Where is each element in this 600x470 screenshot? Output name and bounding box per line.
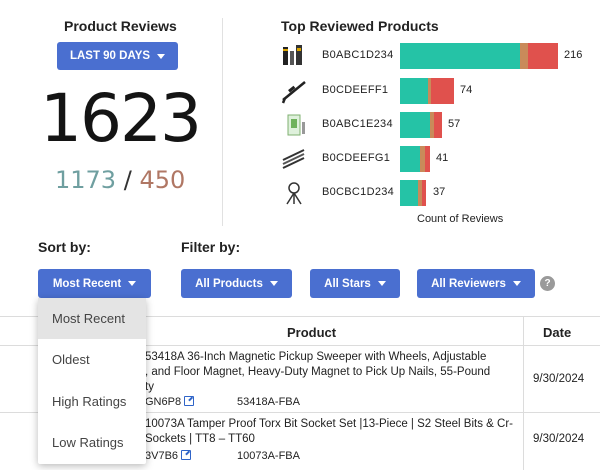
review-split: 1173 / 450 (55, 166, 185, 194)
bar-segment-positive (400, 146, 420, 172)
product-code[interactable]: 3V7B6 (145, 450, 192, 462)
bar-value: 41 (436, 152, 449, 164)
product-sku: 53418A-FBA (237, 396, 300, 408)
review-date: 9/30/2024 (533, 373, 585, 385)
date-range-label: LAST 90 DAYS (69, 50, 151, 62)
bar-2 (400, 112, 442, 138)
bar-segment-neutral (428, 78, 431, 104)
bar-3 (400, 146, 430, 172)
bar-segment-positive (400, 180, 418, 206)
chevron-down-icon (128, 281, 137, 286)
product-filter-dropdown[interactable]: All Products (181, 269, 292, 298)
bar-value: 57 (448, 118, 461, 130)
bar-value: 74 (460, 84, 473, 96)
bar-1 (400, 78, 454, 104)
product-description: 10073A Tamper Proof Torx Bit Socket Set … (145, 417, 515, 447)
top-products-title: Top Reviewed Products (281, 18, 439, 34)
date-range-dropdown[interactable]: LAST 90 DAYS (57, 42, 178, 70)
product-column-header[interactable]: Product (287, 325, 337, 340)
bar-value: 216 (564, 49, 583, 61)
sort-option-low-ratings[interactable]: Low Ratings (52, 435, 124, 450)
tripod-lamp-icon[interactable] (280, 180, 308, 206)
bar-segment-negative (431, 78, 454, 104)
panel-divider (222, 18, 223, 226)
product-code-text: GN6P8 (145, 396, 182, 408)
external-link-icon[interactable] (184, 396, 195, 406)
product-description: 53418A 36-Inch Magnetic Pickup Sweeper w… (145, 350, 515, 395)
review-date: 9/30/2024 (533, 433, 585, 445)
table-header: Product Date (0, 316, 600, 346)
column-divider (523, 316, 524, 470)
table-row[interactable]: 53418A 36-Inch Magnetic Pickup Sweeper w… (0, 346, 600, 413)
product-asin[interactable]: B0ABC1D234 (322, 49, 394, 61)
product-asin[interactable]: B0ABC1E234 (322, 118, 393, 130)
filter-by-label: Filter by: (181, 239, 241, 255)
bar-segment-positive (400, 78, 428, 104)
sort-by-label: Sort by: (38, 239, 91, 255)
chart-row: B0CDEEFG1 41 (280, 144, 590, 174)
product-code[interactable]: GN6P8 (145, 396, 195, 408)
chevron-down-icon (377, 281, 386, 286)
bar-segment-negative (425, 146, 430, 172)
chart-row: B0ABC1D234 216 (280, 41, 590, 71)
battery-tools-icon[interactable] (280, 43, 308, 69)
bar-segment-neutral (520, 43, 528, 69)
chevron-down-icon (269, 281, 278, 286)
external-link-icon[interactable] (181, 450, 192, 460)
bar-segment-neutral (430, 112, 434, 138)
product-asin[interactable]: B0CDEEFF1 (322, 84, 389, 96)
description-line: Sockets | TT8 – TT60 (145, 433, 255, 445)
sort-option-oldest[interactable]: Oldest (52, 352, 90, 367)
total-reviews-count: 1623 (40, 80, 202, 157)
x-axis-title: Count of Reviews (417, 213, 504, 225)
bottle-kit-icon[interactable] (280, 112, 308, 138)
rifle-icon[interactable] (280, 78, 308, 104)
description-line: ty (145, 381, 154, 393)
description-line: , and Floor Magnet, Heavy-Duty Magnet to… (145, 366, 491, 378)
chart-row: B0ABC1E234 57 (280, 110, 590, 140)
chart-row: B0CDEEFF1 74 (280, 76, 590, 106)
bar-value: 37 (433, 186, 446, 198)
reviewers-filter-label: All Reviewers (431, 277, 506, 290)
sort-dropdown-menu: Most Recent Oldest High Ratings Low Rati… (38, 298, 146, 464)
sort-option-high-ratings[interactable]: High Ratings (52, 394, 127, 409)
positive-count: 1173 (55, 166, 117, 194)
bar-segment-negative (528, 43, 558, 69)
product-asin[interactable]: B0CDEEFG1 (322, 152, 391, 164)
screwdriver-set-icon[interactable] (280, 146, 308, 172)
chart-row: B0CBC1D234 37 (280, 178, 590, 208)
table-row[interactable]: 10073A Tamper Proof Torx Bit Socket Set … (0, 413, 600, 470)
product-sku: 10073A-FBA (237, 450, 300, 462)
description-line: 10073A Tamper Proof Torx Bit Socket Set … (145, 418, 513, 430)
date-column-header[interactable]: Date (543, 325, 572, 340)
negative-count: 450 (139, 166, 186, 194)
bar-segment-positive (400, 43, 520, 69)
bar-segment-negative (422, 180, 426, 206)
bar-4 (400, 180, 427, 206)
stars-filter-label: All Stars (324, 277, 371, 290)
chevron-down-icon (157, 53, 166, 59)
split-separator: / (123, 166, 132, 194)
help-icon[interactable]: ? (540, 276, 555, 291)
bar-segment-neutral (418, 180, 422, 206)
description-line: 53418A 36-Inch Magnetic Pickup Sweeper w… (145, 351, 487, 363)
sort-dropdown[interactable]: Most Recent (38, 269, 151, 298)
bar-0 (400, 43, 558, 69)
sort-option-most-recent[interactable]: Most Recent (38, 298, 146, 339)
bar-segment-positive (400, 112, 430, 138)
product-code-text: 3V7B6 (145, 450, 179, 462)
stars-filter-dropdown[interactable]: All Stars (310, 269, 400, 298)
sort-value: Most Recent (52, 277, 122, 290)
bar-segment-negative (434, 112, 442, 138)
product-asin[interactable]: B0CBC1D234 (322, 186, 395, 198)
product-filter-label: All Products (195, 277, 263, 290)
bar-segment-neutral (420, 146, 425, 172)
reviewers-filter-dropdown[interactable]: All Reviewers (417, 269, 535, 298)
product-reviews-title: Product Reviews (64, 18, 177, 34)
chevron-down-icon (512, 281, 521, 286)
